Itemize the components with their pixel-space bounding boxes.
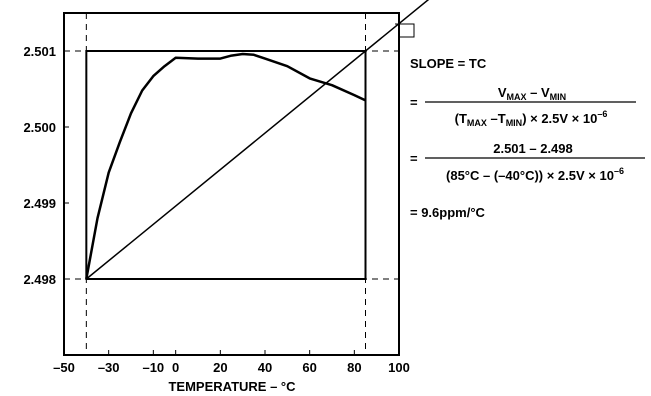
- eq2-denominator: (85°C – (–40°C)) × 2.5V × 10–6: [446, 166, 624, 183]
- x-tick-label-4: 20: [213, 360, 227, 375]
- slope-label: SLOPE = TC: [410, 56, 487, 71]
- x-tick-label-0: –50: [53, 360, 75, 375]
- x-tick-label-8: 100: [388, 360, 410, 375]
- x-tick-label-6: 60: [302, 360, 316, 375]
- eq1-equals: =: [410, 95, 418, 110]
- plot-frame: [63, 12, 400, 356]
- y-tick-label-0: 2.498: [23, 272, 56, 287]
- x-tick-label-5: 40: [258, 360, 272, 375]
- y-tick-label-1: 2.499: [23, 196, 56, 211]
- x-axis-label: TEMPERATURE – °C: [168, 379, 296, 394]
- y-tick-label-3: 2.501: [23, 44, 56, 59]
- x-tick-label-3: 0: [172, 360, 179, 375]
- slope-equation: SLOPE = TC = VMAX – VMIN (TMAX –TMIN) × …: [410, 56, 645, 220]
- series-line-0: [85, 52, 367, 280]
- eq1-numerator: VMAX – VMIN: [498, 85, 566, 102]
- slope-tangent-marker: [395, 23, 415, 38]
- x-tick-label-7: 80: [347, 360, 361, 375]
- eq2-numerator: 2.501 – 2.498: [493, 141, 573, 156]
- slope-line: [85, 0, 430, 280]
- min-max-box: [85, 50, 367, 280]
- eq-result: = 9.6ppm/°C: [410, 205, 486, 220]
- eq1-denominator: (TMAX –TMIN) × 2.5V × 10–6: [455, 109, 608, 128]
- x-tick-label-2: –10: [142, 360, 164, 375]
- y-tick-label-2: 2.500: [23, 120, 56, 135]
- eq2-equals: =: [410, 151, 418, 166]
- x-tick-label-1: –30: [98, 360, 120, 375]
